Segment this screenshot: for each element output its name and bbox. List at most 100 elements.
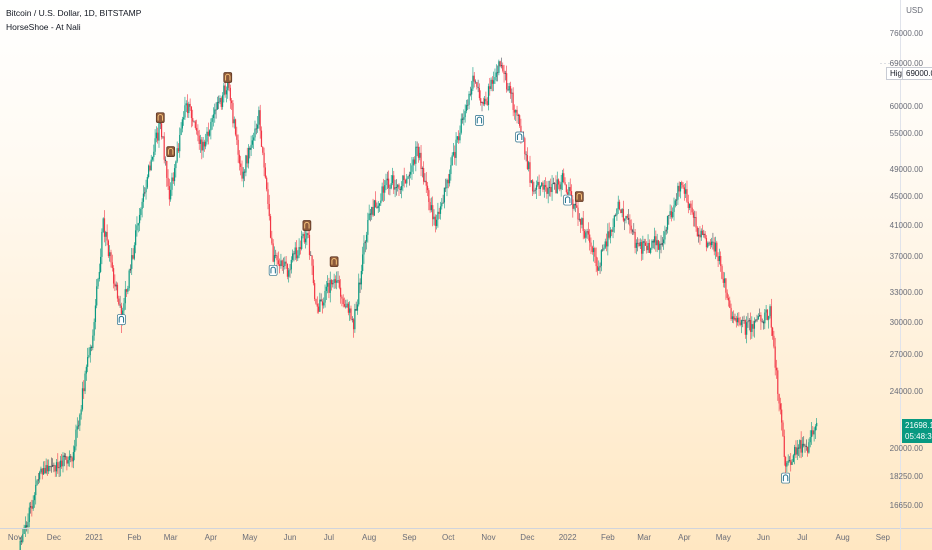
candle-body: [245, 155, 247, 173]
indicator-title[interactable]: HorseShoe - At Nali: [6, 22, 81, 32]
price-tick-label: 37000.00: [889, 252, 923, 262]
horseshoe-buy-marker[interactable]: [515, 131, 524, 143]
candle-body: [809, 437, 811, 443]
candle-body: [420, 152, 422, 169]
horseshoe-sell-marker[interactable]: [155, 112, 165, 124]
candle-body: [657, 240, 660, 250]
horseshoe-sell-marker[interactable]: [166, 146, 176, 157]
time-tick-label: Jun: [757, 533, 770, 542]
candle-body: [559, 184, 561, 190]
candle-body: [461, 118, 464, 120]
candle-body: [35, 484, 37, 496]
candle-body: [192, 118, 194, 122]
candle-body: [790, 460, 792, 465]
candle-body: [131, 255, 133, 269]
candle-body: [482, 101, 484, 105]
candle-body: [66, 456, 68, 464]
horseshoe-sell-marker[interactable]: [302, 220, 312, 231]
candle-body: [661, 243, 663, 245]
candle-body: [220, 98, 222, 107]
candle-body: [307, 233, 309, 236]
candle-body: [642, 241, 644, 254]
candle-body: [262, 146, 264, 153]
horseshoe-sell-marker[interactable]: [329, 256, 339, 268]
candle-body: [228, 78, 230, 88]
candle-body: [324, 290, 326, 303]
candle-body: [805, 445, 807, 447]
candle-body: [551, 183, 553, 193]
price-tick-label: 20000.00: [889, 443, 923, 453]
horseshoe-markers: [117, 72, 790, 484]
candles: [19, 57, 818, 550]
candle-body: [334, 279, 337, 283]
candle-body: [663, 239, 665, 244]
candle-body: [604, 241, 606, 248]
price-tick-label: 33000.00: [889, 288, 923, 298]
candle-body: [224, 85, 226, 95]
candle-body: [54, 465, 56, 472]
candle-body: [634, 231, 636, 248]
candle-body: [428, 190, 430, 202]
candle-body: [271, 237, 273, 244]
candle-body: [151, 156, 154, 160]
candle-body: [512, 92, 514, 110]
candle-body: [756, 318, 758, 321]
candle-body: [28, 507, 30, 523]
horseshoe-sell-marker[interactable]: [223, 72, 233, 83]
candle-body: [703, 233, 705, 236]
symbol-title[interactable]: Bitcoin / U.S. Dollar, 1D, BITSTAMP: [6, 8, 142, 18]
candle-body: [782, 422, 784, 437]
candle-body: [548, 187, 551, 189]
candle-body: [201, 139, 203, 151]
candle-body: [323, 302, 325, 306]
candle-body: [773, 335, 775, 347]
candle-body: [377, 205, 379, 209]
candle-body: [114, 283, 116, 287]
horseshoe-buy-marker[interactable]: [117, 314, 126, 325]
candle-body: [311, 255, 313, 266]
candle-body: [644, 242, 647, 246]
candle-body: [105, 232, 107, 237]
candle-body: [146, 177, 148, 188]
horseshoe-sell-marker[interactable]: [574, 191, 584, 202]
candle-body: [315, 298, 317, 304]
candle-body: [699, 234, 701, 238]
horseshoe-buy-marker[interactable]: [781, 472, 790, 484]
candle-body: [542, 182, 544, 190]
horseshoe-buy-marker[interactable]: [563, 194, 572, 206]
candle-body: [319, 299, 321, 312]
candle-body: [63, 455, 65, 457]
candle-body: [123, 303, 125, 311]
candle-body: [284, 261, 286, 266]
candle-body: [350, 308, 352, 320]
horseshoe-buy-marker[interactable]: [268, 264, 278, 276]
candle-body: [304, 238, 307, 243]
candle-body: [29, 506, 32, 508]
candle-body: [317, 306, 320, 312]
candle-body: [779, 403, 781, 410]
horseshoe-buy-marker[interactable]: [475, 115, 484, 126]
candle-body: [102, 218, 104, 232]
candle-body: [468, 93, 470, 105]
candle-body: [286, 263, 289, 277]
candle-body: [408, 174, 410, 177]
candle-body: [537, 181, 539, 186]
candle-body: [442, 202, 444, 204]
candle-body: [426, 185, 429, 191]
candle-body: [338, 280, 340, 288]
candle-body: [477, 86, 479, 89]
candle-body: [777, 370, 779, 394]
candle-body: [216, 101, 218, 110]
chart-legend[interactable]: Bitcoin / U.S. Dollar, 1D, BITSTAMP Hors…: [6, 6, 141, 34]
candle-body: [673, 205, 675, 212]
candle-body: [59, 460, 62, 468]
time-tick-label: Apr: [204, 533, 218, 542]
candle-body: [692, 212, 695, 218]
candle-body: [629, 219, 631, 226]
candle-body: [276, 255, 278, 261]
candle-body: [135, 230, 137, 246]
candle-body: [685, 189, 687, 194]
candle-body: [57, 462, 59, 469]
candle-body: [539, 186, 541, 189]
